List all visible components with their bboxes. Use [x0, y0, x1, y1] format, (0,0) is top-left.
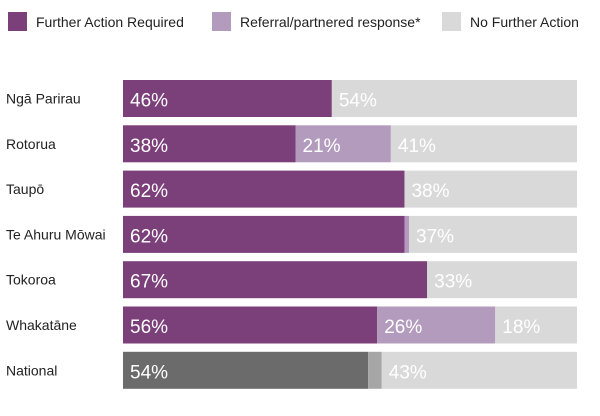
bar-value-label: 26%	[384, 317, 422, 338]
bar-segment-further-action-required	[123, 125, 296, 163]
bar-segment-further-action-required	[123, 80, 332, 117]
bar-segment-further-action-required	[123, 215, 405, 253]
legend-swatch-no-further-action	[442, 12, 461, 31]
category-label: Whakatāne	[6, 317, 77, 333]
bar-value-label: 33%	[434, 272, 472, 293]
bar-value-label: 54%	[130, 362, 168, 383]
bar-row-te-ahuru-mowai: Te Ahuru Mōwai 62% 37%	[6, 215, 577, 253]
bar-segment-no-further-action	[427, 261, 577, 299]
bar-value-label: 21%	[303, 136, 341, 157]
bar-segment-referral-partnered-response	[295, 125, 391, 163]
category-label: Te Ahuru Mōwai	[6, 226, 106, 242]
bar-segment-referral-partnered-response	[404, 215, 410, 253]
chart-rows: Ngā Parirau 46% 54% Rotorua 38% 21% 41% Taupō 62…	[6, 80, 577, 389]
legend-label-referral-partnered-response: Referral/partnered response*	[240, 14, 421, 30]
bar-value-label: 43%	[389, 362, 427, 383]
bar-value-label: 67%	[130, 272, 168, 293]
legend-item-referral-partnered-response: Referral/partnered response*	[212, 12, 421, 31]
bar-row-rotorua: Rotorua 38% 21% 41%	[6, 125, 577, 163]
bar-segment-further-action-required	[123, 351, 369, 389]
bar-segment-further-action-required	[123, 261, 428, 299]
bar-value-label: 62%	[130, 226, 168, 247]
category-label: Tokoroa	[6, 272, 56, 288]
bar-segment-referral-partnered-response	[368, 351, 382, 389]
bar-segment-further-action-required	[123, 170, 405, 208]
bar-segment-no-further-action	[390, 125, 577, 163]
bar-row-taupo: Taupō 62% 38%	[6, 170, 577, 208]
category-label: National	[6, 362, 57, 378]
bar-row-nga-parirau: Ngā Parirau 46% 54%	[6, 80, 577, 117]
legend-label-further-action-required: Further Action Required	[36, 14, 184, 30]
bar-row-tokoroa: Tokoroa 67% 33%	[6, 261, 577, 299]
bar-segment-referral-partnered-response	[377, 306, 496, 344]
bar-segment-further-action-required	[123, 306, 378, 344]
bar-segment-no-further-action	[404, 170, 577, 208]
bar-value-label: 38%	[411, 181, 449, 202]
bar-value-label: 37%	[416, 226, 454, 247]
bar-segment-no-further-action	[409, 215, 577, 253]
bar-segment-no-further-action	[331, 80, 577, 117]
bar-value-label: 54%	[339, 91, 377, 112]
category-label: Ngā Parirau	[6, 91, 81, 107]
bar-row-whakatane: Whakatāne 56% 26% 18%	[6, 306, 577, 344]
bar-row-national: National 54% 43%	[6, 351, 577, 389]
legend-item-further-action-required: Further Action Required	[8, 12, 184, 31]
bar-value-label: 62%	[130, 181, 168, 202]
bar-value-label: 46%	[130, 91, 168, 112]
category-label: Rotorua	[6, 136, 56, 152]
bar-value-label: 41%	[398, 136, 436, 157]
legend-label-no-further-action: No Further Action	[470, 14, 579, 30]
legend-swatch-referral-partnered-response	[212, 12, 231, 31]
legend-swatch-further-action-required	[8, 12, 27, 31]
bar-segment-no-further-action	[495, 306, 577, 344]
legend: Further Action Required Referral/partnere…	[8, 12, 579, 31]
bar-value-label: 56%	[130, 317, 168, 338]
bar-value-label: 18%	[502, 317, 540, 338]
bar-value-label: 38%	[130, 136, 168, 157]
category-label: Taupō	[6, 181, 44, 197]
legend-item-no-further-action: No Further Action	[442, 12, 579, 31]
bar-segment-no-further-action	[381, 351, 577, 389]
